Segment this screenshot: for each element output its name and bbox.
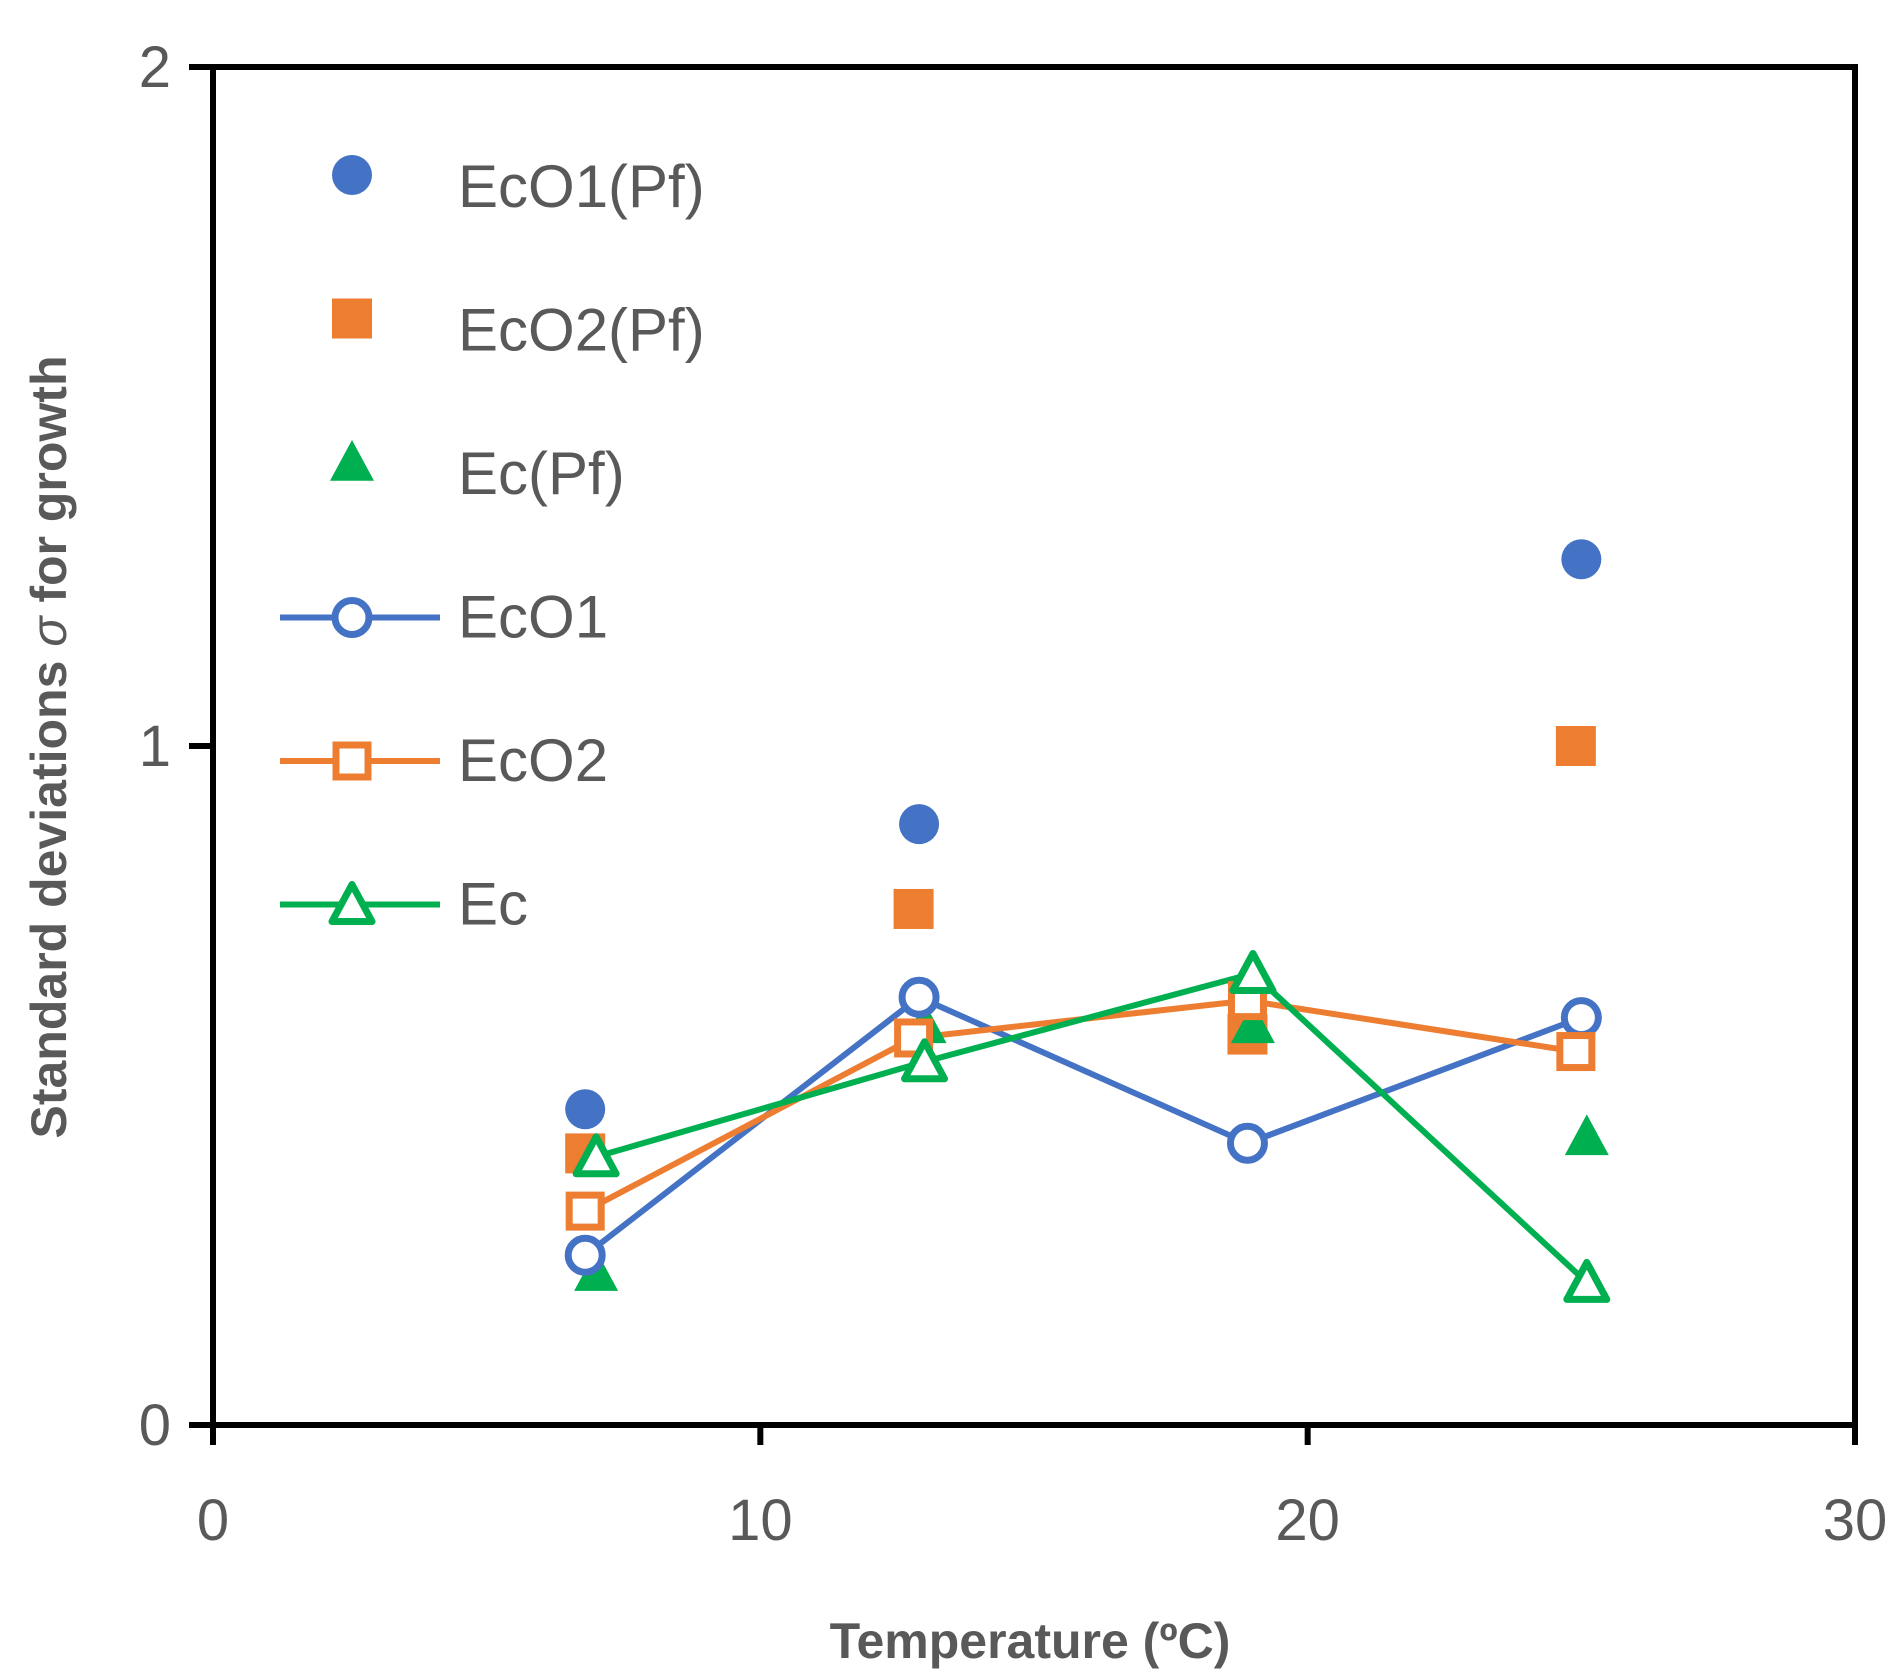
legend-label: Ec(Pf) <box>458 440 625 507</box>
data-point-eco1-pf <box>899 804 940 845</box>
y-tick-label: 2 <box>139 35 171 100</box>
legend-marker <box>328 881 376 925</box>
data-point-ec <box>901 1038 949 1083</box>
data-point-ec <box>1563 1258 1611 1303</box>
legend-label: EcO1 <box>458 584 608 651</box>
legend-label: EcO1(Pf) <box>458 153 705 220</box>
y-axis-title-sigma: σ <box>21 615 77 647</box>
x-tick-label: 30 <box>1823 1488 1888 1553</box>
x-axis-title: Temperature (ºC) <box>830 1613 1231 1669</box>
series-ec <box>572 949 1611 1303</box>
data-point-eco1 <box>564 1234 606 1276</box>
y-tick-label: 1 <box>139 714 171 779</box>
series-eco1 <box>564 976 1602 1276</box>
data-point-eco1 <box>1226 1122 1268 1164</box>
data-point-eco2 <box>1556 1032 1596 1072</box>
legend-marker <box>330 440 374 481</box>
legend-entry-ec-pf: Ec(Pf) <box>330 440 625 507</box>
series-line-eco1 <box>583 994 1583 1258</box>
series-line-ec <box>595 970 1589 1285</box>
data-point-ec-pf <box>1230 1002 1275 1044</box>
data-point-ec-pf <box>1564 1114 1609 1156</box>
series-line-eco2 <box>583 997 1577 1214</box>
x-tick-label: 20 <box>1275 1488 1340 1553</box>
legend-marker <box>332 741 372 781</box>
y-axis-title: Standard deviations σ for growth <box>21 356 77 1139</box>
legend-label: EcO2 <box>458 727 608 794</box>
data-point-ec <box>1229 949 1277 994</box>
data-point-eco1-pf <box>1561 539 1602 580</box>
data-point-eco2-pf <box>893 888 934 929</box>
x-tick-label: 10 <box>728 1488 793 1553</box>
legend-marker <box>332 155 372 195</box>
data-point-eco1 <box>898 976 940 1018</box>
legend-entry-ec: Ec <box>280 871 528 938</box>
data-point-eco1 <box>1560 997 1602 1039</box>
data-point-ec <box>572 1133 620 1178</box>
series-eco1-pf <box>565 539 1602 1130</box>
legend-entry-eco2: EcO2 <box>280 727 608 794</box>
y-tick-label: 0 <box>139 1393 171 1458</box>
legend-marker <box>331 597 373 638</box>
y-axis-title-part-2: for growth <box>21 356 77 617</box>
x-tick-label: 0 <box>197 1488 229 1553</box>
legend-label: EcO2(Pf) <box>458 297 705 364</box>
legend-label: Ec <box>458 871 528 938</box>
legend-entry-eco1-pf: EcO1(Pf) <box>332 153 705 220</box>
data-point-eco2 <box>565 1191 605 1231</box>
data-point-eco1-pf <box>565 1089 606 1130</box>
legend-entry-eco1: EcO1 <box>280 584 608 651</box>
y-axis-title-part-1: Standard deviations <box>21 647 77 1139</box>
legend-entry-eco2-pf: EcO2(Pf) <box>332 297 705 364</box>
series-eco2-pf <box>565 726 1596 1174</box>
data-point-eco2-pf <box>1555 726 1596 766</box>
legend-marker <box>332 298 372 339</box>
